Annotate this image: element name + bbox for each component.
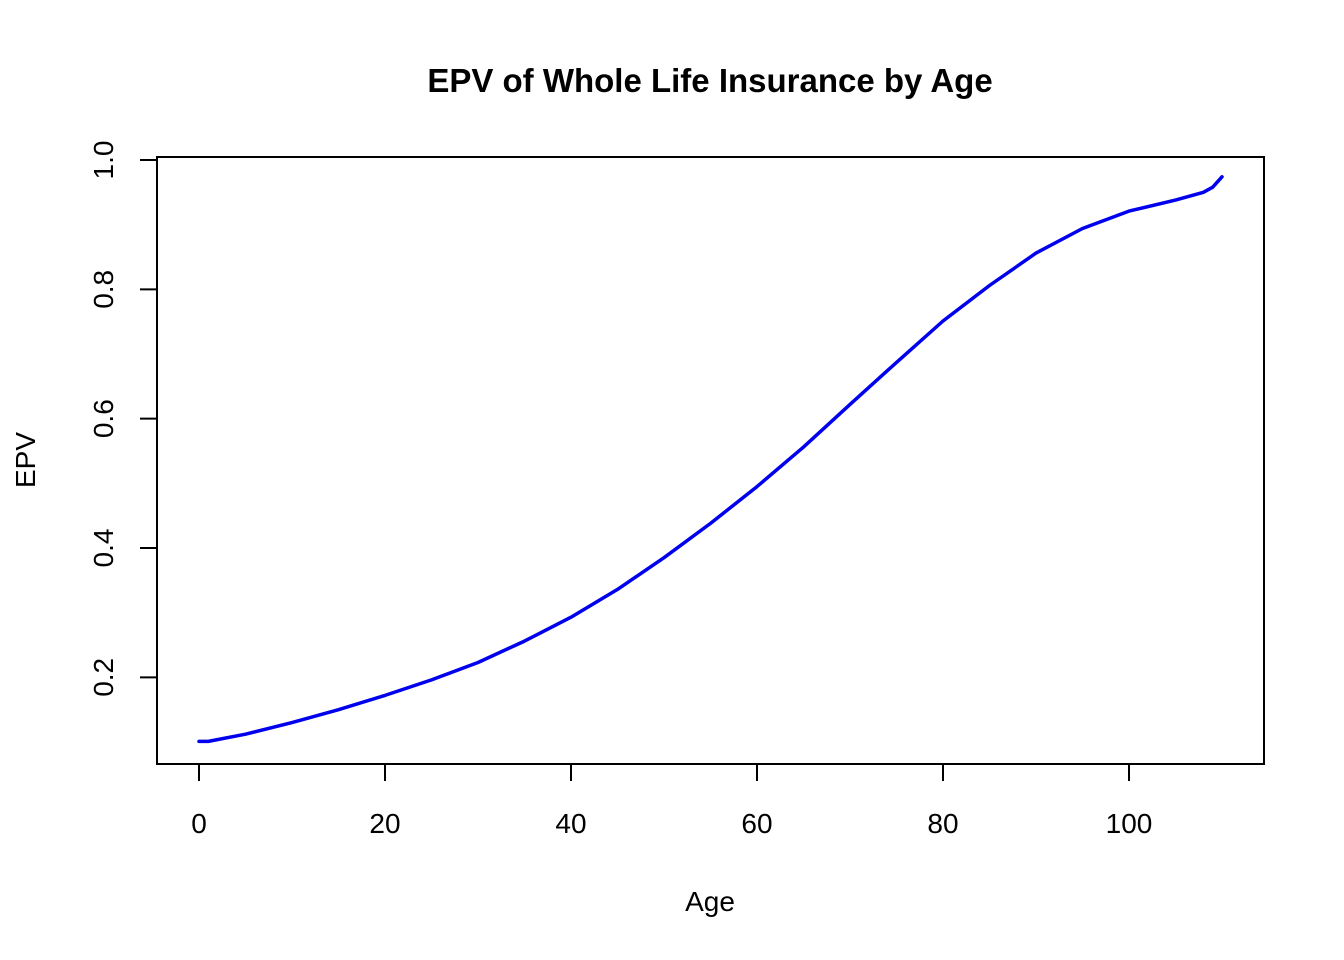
- chart-title: EPV of Whole Life Insurance by Age: [427, 62, 992, 99]
- x-tick-label: 20: [369, 808, 400, 839]
- y-axis-label: EPV: [10, 432, 41, 488]
- y-tick-label: 0.6: [88, 399, 119, 438]
- y-axis: 0.2 0.4 0.6 0.8 1.0: [88, 141, 158, 697]
- x-tick-label: 80: [927, 808, 958, 839]
- y-tick-label: 1.0: [88, 141, 119, 180]
- y-tick-label: 0.4: [88, 529, 119, 568]
- x-tick-label: 100: [1106, 808, 1153, 839]
- y-tick-label: 0.2: [88, 658, 119, 697]
- plot-frame: [156, 156, 1265, 765]
- x-axis-label: Age: [685, 886, 735, 917]
- x-axis: 0 20 40 60 80 100: [191, 763, 1153, 839]
- x-tick-label: 0: [191, 808, 207, 839]
- x-tick-label: 60: [741, 808, 772, 839]
- epv-line: [197, 175, 1224, 744]
- x-tick-label: 40: [555, 808, 586, 839]
- y-tick-label: 0.8: [88, 270, 119, 309]
